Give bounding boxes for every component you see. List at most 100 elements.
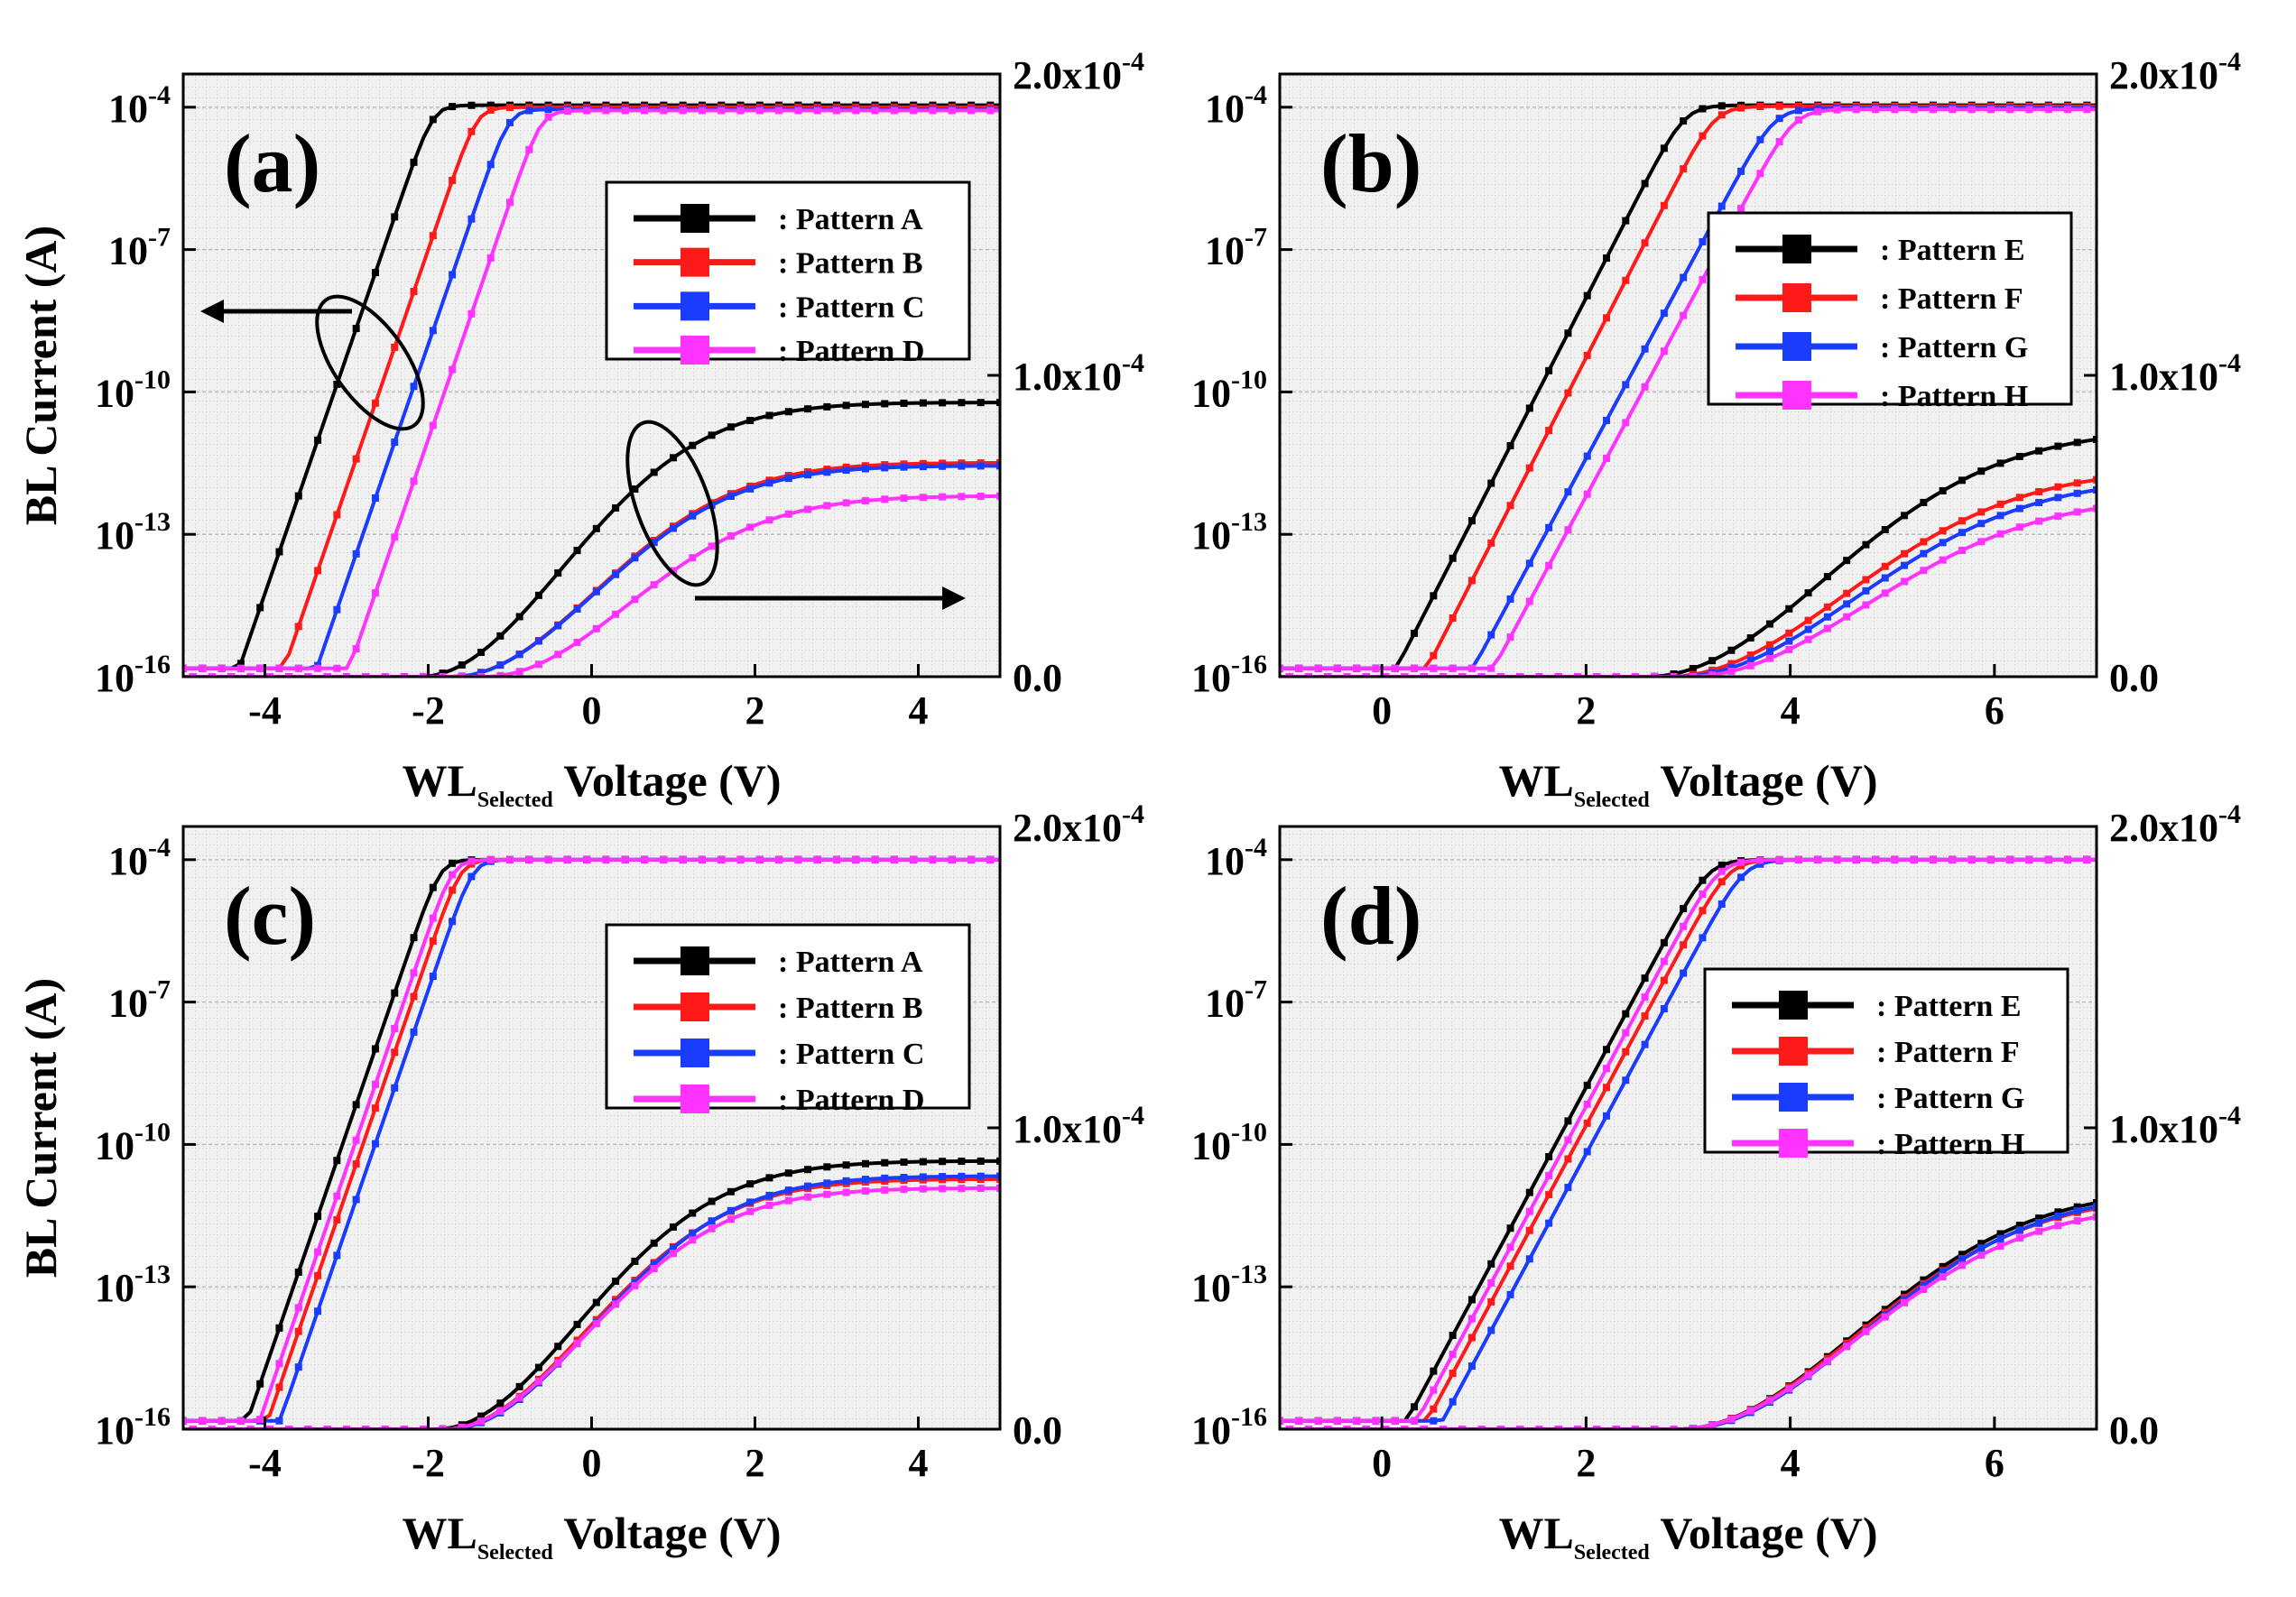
- data-point: [900, 463, 908, 471]
- data-point: [256, 664, 264, 672]
- data-point: [1823, 573, 1831, 581]
- data-point: [1814, 855, 1822, 863]
- data-point: [496, 671, 505, 677]
- data-point: [1554, 1426, 1562, 1429]
- data-point: [236, 1417, 245, 1425]
- data-point: [1525, 559, 1533, 568]
- data-point: [333, 1157, 341, 1165]
- data-point: [1680, 165, 1688, 173]
- data-point: [861, 1159, 869, 1168]
- data-point: [1843, 613, 1851, 621]
- data-point: [583, 106, 591, 115]
- data-point: [496, 661, 505, 669]
- data-point: [496, 1399, 505, 1408]
- data-point: [304, 673, 312, 677]
- data-point: [1996, 500, 2004, 508]
- data-point: [1583, 291, 1591, 300]
- data-point: [765, 479, 773, 487]
- data-point: [900, 494, 908, 503]
- data-point: [1901, 561, 1909, 569]
- data-point: [2073, 1207, 2081, 1215]
- legend-label: : Pattern C: [778, 1038, 924, 1071]
- legend-marker: [680, 247, 709, 277]
- data-point: [371, 589, 379, 597]
- data-point: [1930, 855, 1937, 863]
- data-point: [1603, 1046, 1610, 1054]
- data-point: [1382, 673, 1390, 677]
- data-point: [631, 485, 639, 494]
- data-point: [486, 101, 495, 109]
- data-point: [1545, 523, 1553, 531]
- data-point: [1939, 1262, 1947, 1270]
- data-point: [1467, 1315, 1476, 1323]
- data-point: [1651, 1426, 1659, 1429]
- y-tick-label: 10-13: [1191, 1260, 1267, 1310]
- legend-box: [605, 180, 971, 361]
- data-point: [449, 871, 457, 879]
- data-point: [1689, 1425, 1697, 1429]
- data-point: [1487, 479, 1495, 487]
- data-point: [275, 664, 283, 672]
- data-point: [1746, 651, 1754, 660]
- data-point: [650, 1239, 658, 1247]
- data-point: [689, 441, 697, 449]
- data-point: [208, 673, 216, 677]
- data-point: [2073, 489, 2081, 497]
- data-point: [1996, 1230, 2004, 1238]
- data-point: [1430, 1417, 1438, 1425]
- data-point: [1958, 476, 1966, 485]
- data-point: [227, 673, 236, 677]
- panel-d: 0 2 4 6 10-4 10-7 10-10 10-13 10-16 2.0x10-4 1.0x1…: [1191, 799, 2241, 1565]
- data-point: [1717, 111, 1726, 119]
- data-point: [1641, 345, 1649, 353]
- data-point: [602, 106, 610, 115]
- data-point: [2015, 504, 2023, 512]
- data-point: [2015, 1234, 2023, 1242]
- data-point: [1487, 664, 1495, 672]
- data-point: [592, 1320, 600, 1328]
- data-point: [1785, 1385, 1793, 1393]
- data-point: [1746, 634, 1754, 642]
- data-point: [958, 399, 966, 407]
- legend-box: [1703, 967, 2069, 1154]
- data-point: [660, 855, 668, 863]
- data-point: [708, 542, 716, 550]
- data-point: [1525, 1226, 1533, 1234]
- data-point: [727, 1206, 735, 1214]
- data-point: [391, 213, 399, 221]
- data-point: [1680, 941, 1688, 949]
- data-point: [1525, 404, 1533, 412]
- data-point: [1449, 1370, 1457, 1378]
- data-point: [958, 462, 966, 470]
- data-point: [977, 462, 985, 470]
- x-tick-label: 4: [909, 1441, 929, 1485]
- data-point: [458, 673, 466, 677]
- x-tick-label: -4: [248, 1441, 282, 1485]
- data-point: [534, 1377, 542, 1385]
- data-point: [583, 855, 591, 863]
- data-point: [1411, 629, 1419, 637]
- data-point: [1823, 624, 1831, 632]
- data-point: [939, 1173, 947, 1181]
- x-axis-title: WLSelected Voltage (V): [402, 1508, 781, 1565]
- data-point: [439, 1426, 447, 1429]
- data-point: [544, 113, 552, 121]
- panel-c: -4 -2 0 2 4 10-4 10-7 10-10 10-13 10-16 2.0x10-4 1.…: [15, 799, 1144, 1565]
- data-point: [1401, 1426, 1409, 1429]
- legend-box: [605, 923, 971, 1110]
- data-point: [890, 855, 898, 863]
- data-point: [1564, 526, 1572, 534]
- data-point: [804, 1166, 812, 1174]
- y-tick-label: 10-16: [1191, 1402, 1267, 1453]
- legend-marker: [1782, 381, 1811, 410]
- data-point: [371, 1045, 379, 1053]
- data-point: [794, 106, 802, 115]
- data-point: [496, 1408, 505, 1416]
- data-point: [1939, 556, 1947, 564]
- x-tick-label: 4: [1781, 688, 1801, 733]
- data-point: [708, 431, 716, 439]
- data-point: [468, 127, 476, 135]
- data-point: [641, 106, 649, 115]
- data-point: [1622, 217, 1630, 225]
- legend-label: : Pattern D: [778, 1084, 924, 1117]
